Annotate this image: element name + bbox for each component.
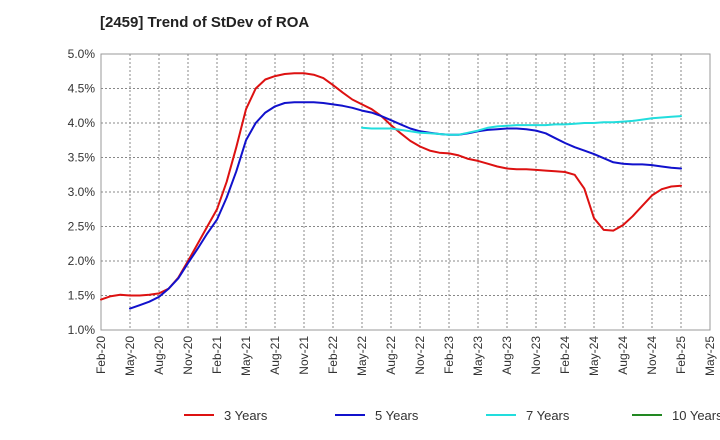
legend-label: 10 Years <box>672 408 720 423</box>
x-tick-label: Nov-21 <box>297 336 311 375</box>
y-tick-label: 4.0% <box>68 116 96 130</box>
legend-label: 5 Years <box>375 408 419 423</box>
x-tick-label: Aug-22 <box>384 336 398 375</box>
x-tick-label: Feb-21 <box>210 336 224 374</box>
y-tick-label: 1.5% <box>68 289 96 303</box>
x-tick-label: Feb-24 <box>558 336 572 374</box>
x-tick-label: Nov-20 <box>181 336 195 375</box>
axes: 1.0% 1.5% 2.0% 2.5% 3.0% 3.5% 4.0% 4.5% 5.0% Feb-… <box>68 47 717 376</box>
chart-title: [2459] Trend of StDev of ROA <box>100 14 310 31</box>
x-tick-label: Aug-23 <box>500 336 514 375</box>
series-line-3-years <box>100 72 682 301</box>
legend: 3 Years 5 Years 7 Years 10 Years <box>184 408 720 423</box>
y-tick-label: 3.0% <box>68 185 96 199</box>
x-tick-label: Aug-20 <box>152 336 166 375</box>
x-tick-label: May-25 <box>703 336 717 376</box>
x-tick-label: May-21 <box>239 336 253 376</box>
y-tick-label: 2.5% <box>68 220 96 234</box>
x-tick-label: May-23 <box>471 336 485 376</box>
x-tick-label: Aug-21 <box>268 336 282 375</box>
x-tick-label: Nov-24 <box>645 336 659 375</box>
legend-label: 3 Years <box>224 408 268 423</box>
x-tick-label: Feb-22 <box>326 336 340 374</box>
series-line-7-years <box>361 115 682 136</box>
series-line-5-years <box>129 101 682 310</box>
x-tick-label: Nov-22 <box>413 336 427 375</box>
y-tick-label: 2.0% <box>68 254 96 268</box>
y-tick-label: 5.0% <box>68 47 96 61</box>
x-tick-label: Feb-23 <box>442 336 456 374</box>
x-tick-label: May-20 <box>123 336 137 376</box>
y-tick-label: 1.0% <box>68 323 96 337</box>
y-tick-label: 4.5% <box>68 82 96 96</box>
x-tick-label: May-22 <box>355 336 369 376</box>
x-tick-label: Aug-24 <box>616 336 630 375</box>
legend-label: 7 Years <box>526 408 570 423</box>
series-lines <box>100 72 682 310</box>
x-tick-label: Feb-20 <box>94 336 108 374</box>
x-tick-label: Nov-23 <box>529 336 543 375</box>
grid <box>100 53 711 331</box>
x-tick-label: May-24 <box>587 336 601 376</box>
y-tick-label: 3.5% <box>68 151 96 165</box>
x-tick-label: Feb-25 <box>674 336 688 374</box>
